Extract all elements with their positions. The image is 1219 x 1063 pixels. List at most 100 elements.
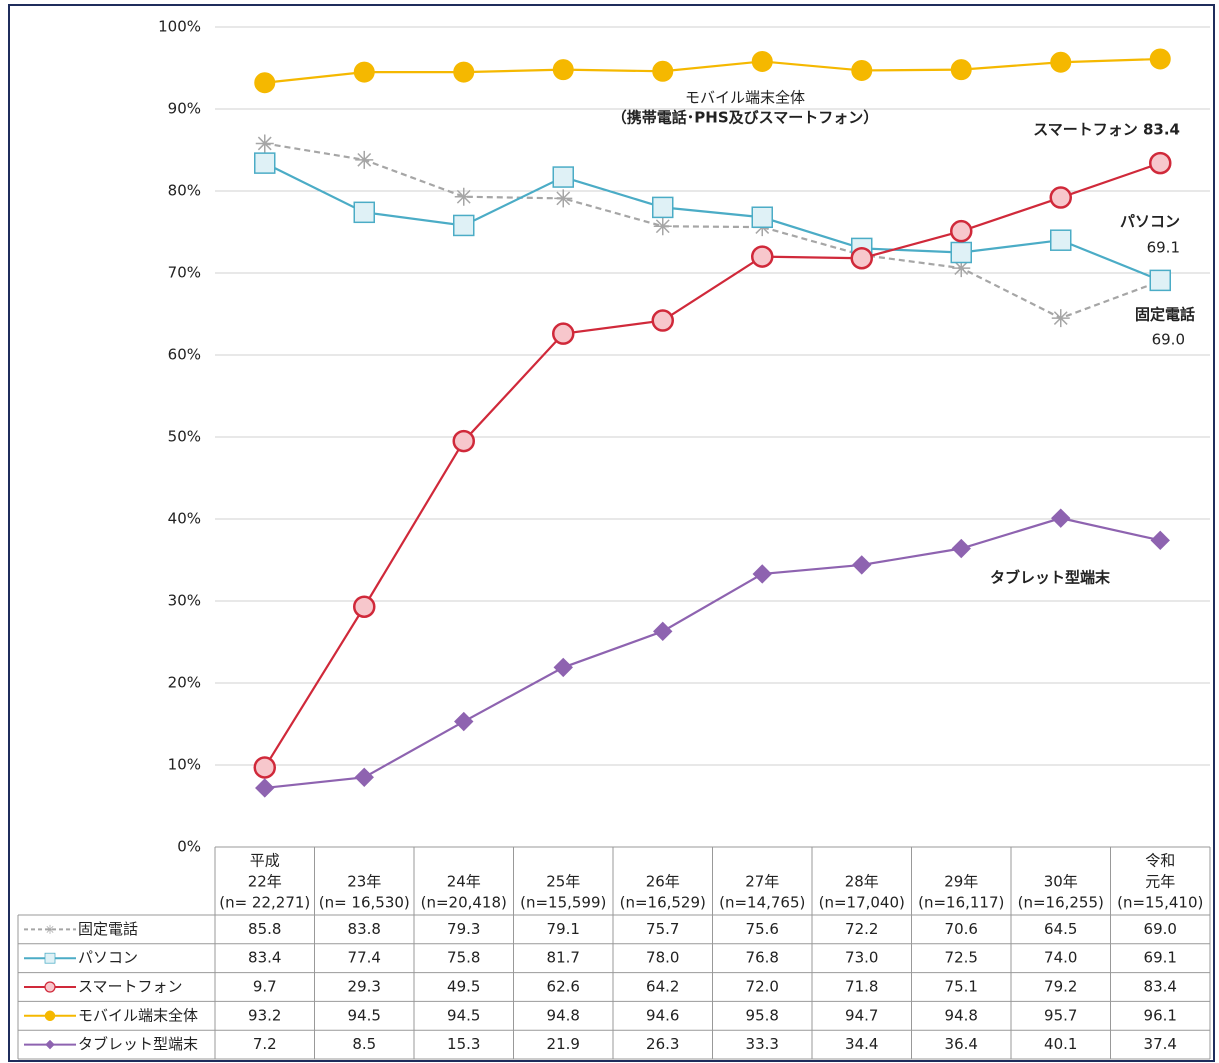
table-cell: 83.4 bbox=[248, 949, 281, 967]
point bbox=[1149, 151, 1172, 175]
point bbox=[353, 201, 375, 224]
point bbox=[1050, 229, 1072, 251]
x-tick-label: 29年 bbox=[944, 873, 978, 891]
annotation: パソコン bbox=[1120, 213, 1180, 231]
table-cell: 94.8 bbox=[945, 1006, 978, 1024]
point bbox=[254, 72, 276, 94]
x-tick-label: (n=15,599) bbox=[520, 894, 606, 912]
table-cell: 64.2 bbox=[646, 978, 679, 996]
point bbox=[454, 187, 473, 206]
x-tick-label: 27年 bbox=[745, 873, 779, 891]
x-tick-label: 25年 bbox=[546, 873, 580, 891]
x-tick-label: 令和 bbox=[1145, 852, 1175, 870]
table-cell: 76.8 bbox=[746, 949, 779, 967]
point bbox=[651, 309, 674, 332]
table-cell: 70.6 bbox=[945, 920, 978, 938]
table-cell: 79.3 bbox=[447, 920, 480, 938]
y-tick-label: 70% bbox=[168, 264, 201, 282]
y-tick-label: 20% bbox=[168, 674, 201, 692]
point bbox=[951, 538, 971, 559]
legend-label: モバイル端末全体 bbox=[78, 1006, 198, 1024]
table-cell: 94.8 bbox=[547, 1006, 580, 1024]
y-tick-label: 10% bbox=[168, 756, 201, 774]
series-line bbox=[264, 57, 1161, 84]
point bbox=[44, 1010, 56, 1022]
table-cell: 94.7 bbox=[845, 1006, 878, 1024]
table-cell: 29.3 bbox=[348, 978, 381, 996]
table-cell: 96.1 bbox=[1144, 1006, 1177, 1024]
point bbox=[255, 134, 274, 153]
x-tick-label: 23年 bbox=[347, 873, 381, 891]
x-tick-label: 22年 bbox=[248, 873, 282, 891]
table-cell: 37.4 bbox=[1144, 1035, 1177, 1053]
table-cell: 75.6 bbox=[746, 920, 779, 938]
table-cell: 26.3 bbox=[646, 1035, 679, 1053]
table-cell: 85.8 bbox=[248, 920, 281, 938]
table-cell: 9.7 bbox=[253, 978, 277, 996]
table-cell: 94.6 bbox=[646, 1006, 679, 1024]
table-cell: 64.5 bbox=[1044, 920, 1077, 938]
point bbox=[850, 246, 873, 270]
point bbox=[355, 150, 374, 169]
point bbox=[950, 59, 972, 81]
point bbox=[751, 50, 773, 72]
table-cell: 94.5 bbox=[447, 1006, 480, 1024]
point bbox=[552, 322, 575, 345]
table-cell: 7.2 bbox=[253, 1035, 277, 1053]
point bbox=[354, 767, 374, 788]
annotation: （携帯電話･PHS及びスマートフォン） bbox=[612, 109, 878, 127]
point bbox=[453, 61, 475, 83]
point bbox=[653, 621, 673, 642]
table-cell: 75.1 bbox=[945, 978, 978, 996]
point bbox=[653, 217, 672, 236]
y-tick-label: 80% bbox=[168, 182, 201, 200]
point bbox=[253, 756, 276, 779]
x-tick-label: 26年 bbox=[646, 873, 680, 891]
point bbox=[554, 189, 573, 208]
series-line bbox=[264, 162, 1161, 282]
series-line bbox=[264, 142, 1161, 320]
x-tick-label: 平成 bbox=[250, 852, 280, 870]
point bbox=[950, 219, 973, 243]
point bbox=[553, 657, 573, 678]
table-cell: 93.2 bbox=[248, 1006, 281, 1024]
frame bbox=[8, 4, 1215, 1062]
legend-marker bbox=[45, 924, 55, 934]
table-cell: 34.4 bbox=[845, 1035, 878, 1053]
annotation: タブレット型端末 bbox=[990, 569, 1111, 587]
legend-marker bbox=[44, 981, 56, 993]
point bbox=[751, 245, 774, 268]
point bbox=[454, 711, 474, 732]
annotation: 69.1 bbox=[1147, 239, 1180, 257]
point bbox=[255, 778, 275, 798]
x-tick-label: (n= 16,530) bbox=[319, 894, 410, 912]
table-cell: 73.0 bbox=[845, 949, 878, 967]
point bbox=[652, 60, 674, 82]
x-tick-label: (n=16,255) bbox=[1018, 894, 1104, 912]
point bbox=[652, 196, 674, 219]
table-cell: 83.8 bbox=[348, 920, 381, 938]
point bbox=[1051, 508, 1071, 528]
table-cell: 74.0 bbox=[1044, 949, 1077, 967]
point bbox=[452, 429, 475, 453]
annotation: 69.0 bbox=[1152, 331, 1185, 349]
table-cell: 33.3 bbox=[746, 1035, 779, 1053]
x-tick-label: (n=16,529) bbox=[620, 894, 706, 912]
x-tick-label: (n=20,418) bbox=[421, 894, 507, 912]
legend-marker bbox=[44, 952, 56, 964]
annotation: スマートフォン 83.4 bbox=[1033, 121, 1180, 139]
point bbox=[952, 259, 971, 278]
legend-label: スマートフォン bbox=[78, 978, 183, 996]
table-cell: 40.1 bbox=[1044, 1035, 1077, 1053]
table-cell: 78.0 bbox=[646, 949, 679, 967]
table-cell: 8.5 bbox=[352, 1035, 376, 1053]
point bbox=[751, 206, 773, 228]
x-tick-label: (n=14,765) bbox=[719, 894, 805, 912]
table-cell: 72.2 bbox=[845, 920, 878, 938]
x-tick-label: 24年 bbox=[447, 873, 481, 891]
y-tick-label: 100% bbox=[158, 18, 201, 36]
series-line bbox=[264, 517, 1161, 790]
y-tick-label: 30% bbox=[168, 592, 201, 610]
x-tick-label: 元年 bbox=[1145, 873, 1175, 891]
